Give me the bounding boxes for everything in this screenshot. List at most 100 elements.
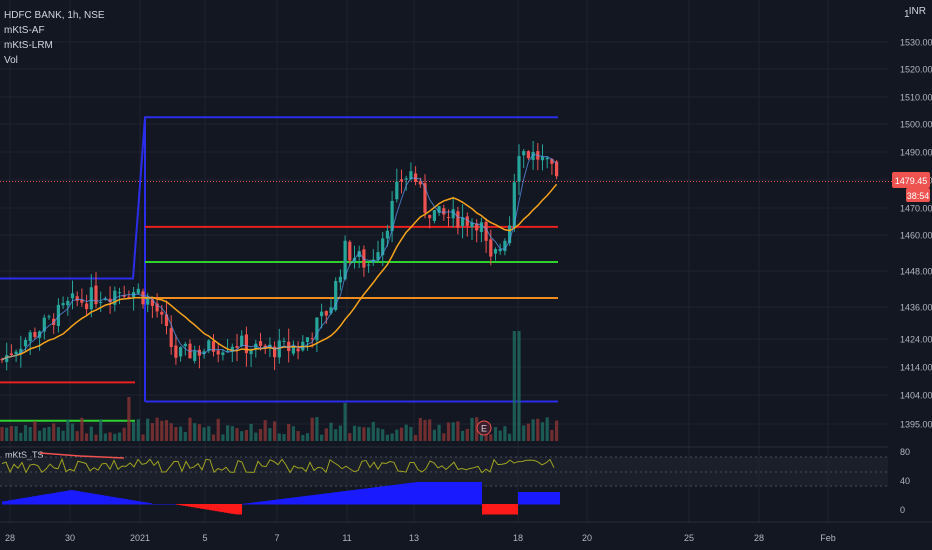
histogram-bar [5, 500, 8, 505]
candle-body [343, 240, 347, 280]
volume-bar [465, 428, 469, 441]
histogram-bar [518, 492, 521, 505]
volume-bar [263, 420, 267, 441]
volume-bar [423, 419, 427, 441]
candle-body [169, 328, 173, 347]
candle-body [85, 303, 89, 310]
time-tick-label: 18 [513, 533, 523, 543]
histogram-bar [149, 503, 152, 505]
volume-bar [390, 433, 394, 441]
candle-body [305, 337, 310, 343]
histogram-bar [116, 497, 119, 505]
histogram-bar [464, 482, 467, 505]
volume-bar [456, 421, 460, 441]
time-tick-label: 28 [754, 533, 764, 543]
time-tick-label: 2021 [130, 533, 150, 543]
indicator-lrm[interactable]: mKtS-LRM [4, 40, 53, 51]
moving-averages [1, 153, 558, 361]
symbol-title[interactable]: HDFC BANK, 1h, NSE [4, 10, 105, 21]
volume-bar [9, 426, 13, 441]
candle-body [296, 348, 300, 352]
volume-bar [291, 426, 295, 441]
histogram-bar [83, 492, 86, 505]
candle-body [179, 347, 183, 357]
volume-bar [550, 429, 554, 441]
price-tick-label: 1395.00 [900, 420, 932, 430]
candle-body [329, 307, 333, 314]
histogram-bar [392, 485, 395, 505]
candle-body [221, 352, 225, 355]
histogram-bar [218, 504, 221, 512]
price-tick-label: 1460.00 [900, 231, 932, 241]
currency-label[interactable]: INR [908, 6, 926, 17]
candle-body [522, 151, 526, 156]
histogram-bar [44, 494, 47, 505]
candle-body [66, 300, 70, 306]
histogram-bar [530, 492, 533, 505]
histogram-bar [62, 491, 65, 505]
volume-bar [470, 417, 474, 441]
candle-body [291, 347, 295, 354]
candle-body [545, 157, 549, 160]
candle-body [244, 334, 248, 354]
candle-body [550, 159, 554, 164]
volume-bar [150, 423, 154, 441]
histogram-bar [20, 498, 23, 505]
volume-bar [179, 426, 183, 441]
volume-bar [33, 421, 37, 441]
volume-bar [409, 426, 413, 441]
histogram-bar [17, 498, 20, 505]
histogram-bar [308, 495, 311, 505]
histogram-bar [230, 504, 233, 514]
histogram-bar [506, 504, 509, 515]
candle-body [484, 221, 488, 241]
candle-body [503, 240, 507, 252]
candle-body [310, 338, 314, 340]
histogram-bar [332, 492, 335, 505]
histogram-bar [200, 504, 203, 509]
histogram-bar [413, 482, 416, 505]
oscillator-tick-label: 80 [900, 447, 910, 457]
candle-body [174, 345, 178, 358]
histogram-bar [275, 499, 278, 505]
histogram-bar [548, 492, 551, 505]
histogram-bar [167, 504, 170, 505]
histogram-bar [41, 494, 44, 505]
histogram-bar [134, 500, 137, 505]
time-axis: 28 30 2021 5 7 11 13 18 20 25 28 Feb [0, 521, 932, 543]
histogram-bar [104, 495, 107, 505]
earnings-marker[interactable]: E [476, 420, 492, 436]
volume-bar [183, 431, 187, 441]
histogram-bar [74, 490, 77, 505]
candle-body [207, 340, 211, 351]
volume-bar [545, 417, 549, 441]
histogram-bar [125, 499, 128, 505]
volume-bar [240, 431, 244, 441]
volume-bar [320, 434, 324, 441]
histogram-bar [224, 504, 227, 513]
histogram-bar [2, 501, 5, 505]
volume-bar [451, 422, 455, 441]
indicator-vol[interactable]: Vol [4, 55, 18, 66]
histogram-bar [467, 482, 470, 505]
histogram-bar [473, 482, 476, 505]
histogram-bar [335, 492, 338, 505]
price-tick-label: 1520.00 [900, 65, 932, 75]
candle-body [5, 355, 9, 363]
volume-bar [418, 417, 422, 441]
histogram-bar [317, 494, 320, 505]
chart-legend: HDFC BANK, 1h, NSE mKtS-AF mKtS-LRM Vol [4, 8, 105, 68]
indicator-af[interactable]: mKtS-AF [4, 25, 45, 36]
candle-body [28, 332, 32, 342]
histogram-bar [38, 495, 41, 505]
histogram-bar [557, 492, 560, 505]
histogram-bar [434, 482, 437, 505]
candle-body [277, 340, 281, 358]
volume-bar [113, 433, 117, 441]
oscillator-band [0, 457, 888, 486]
volume-bar [555, 420, 559, 441]
volume-bar [85, 433, 89, 441]
volume-bar [324, 428, 328, 441]
volume-bar [47, 426, 51, 441]
